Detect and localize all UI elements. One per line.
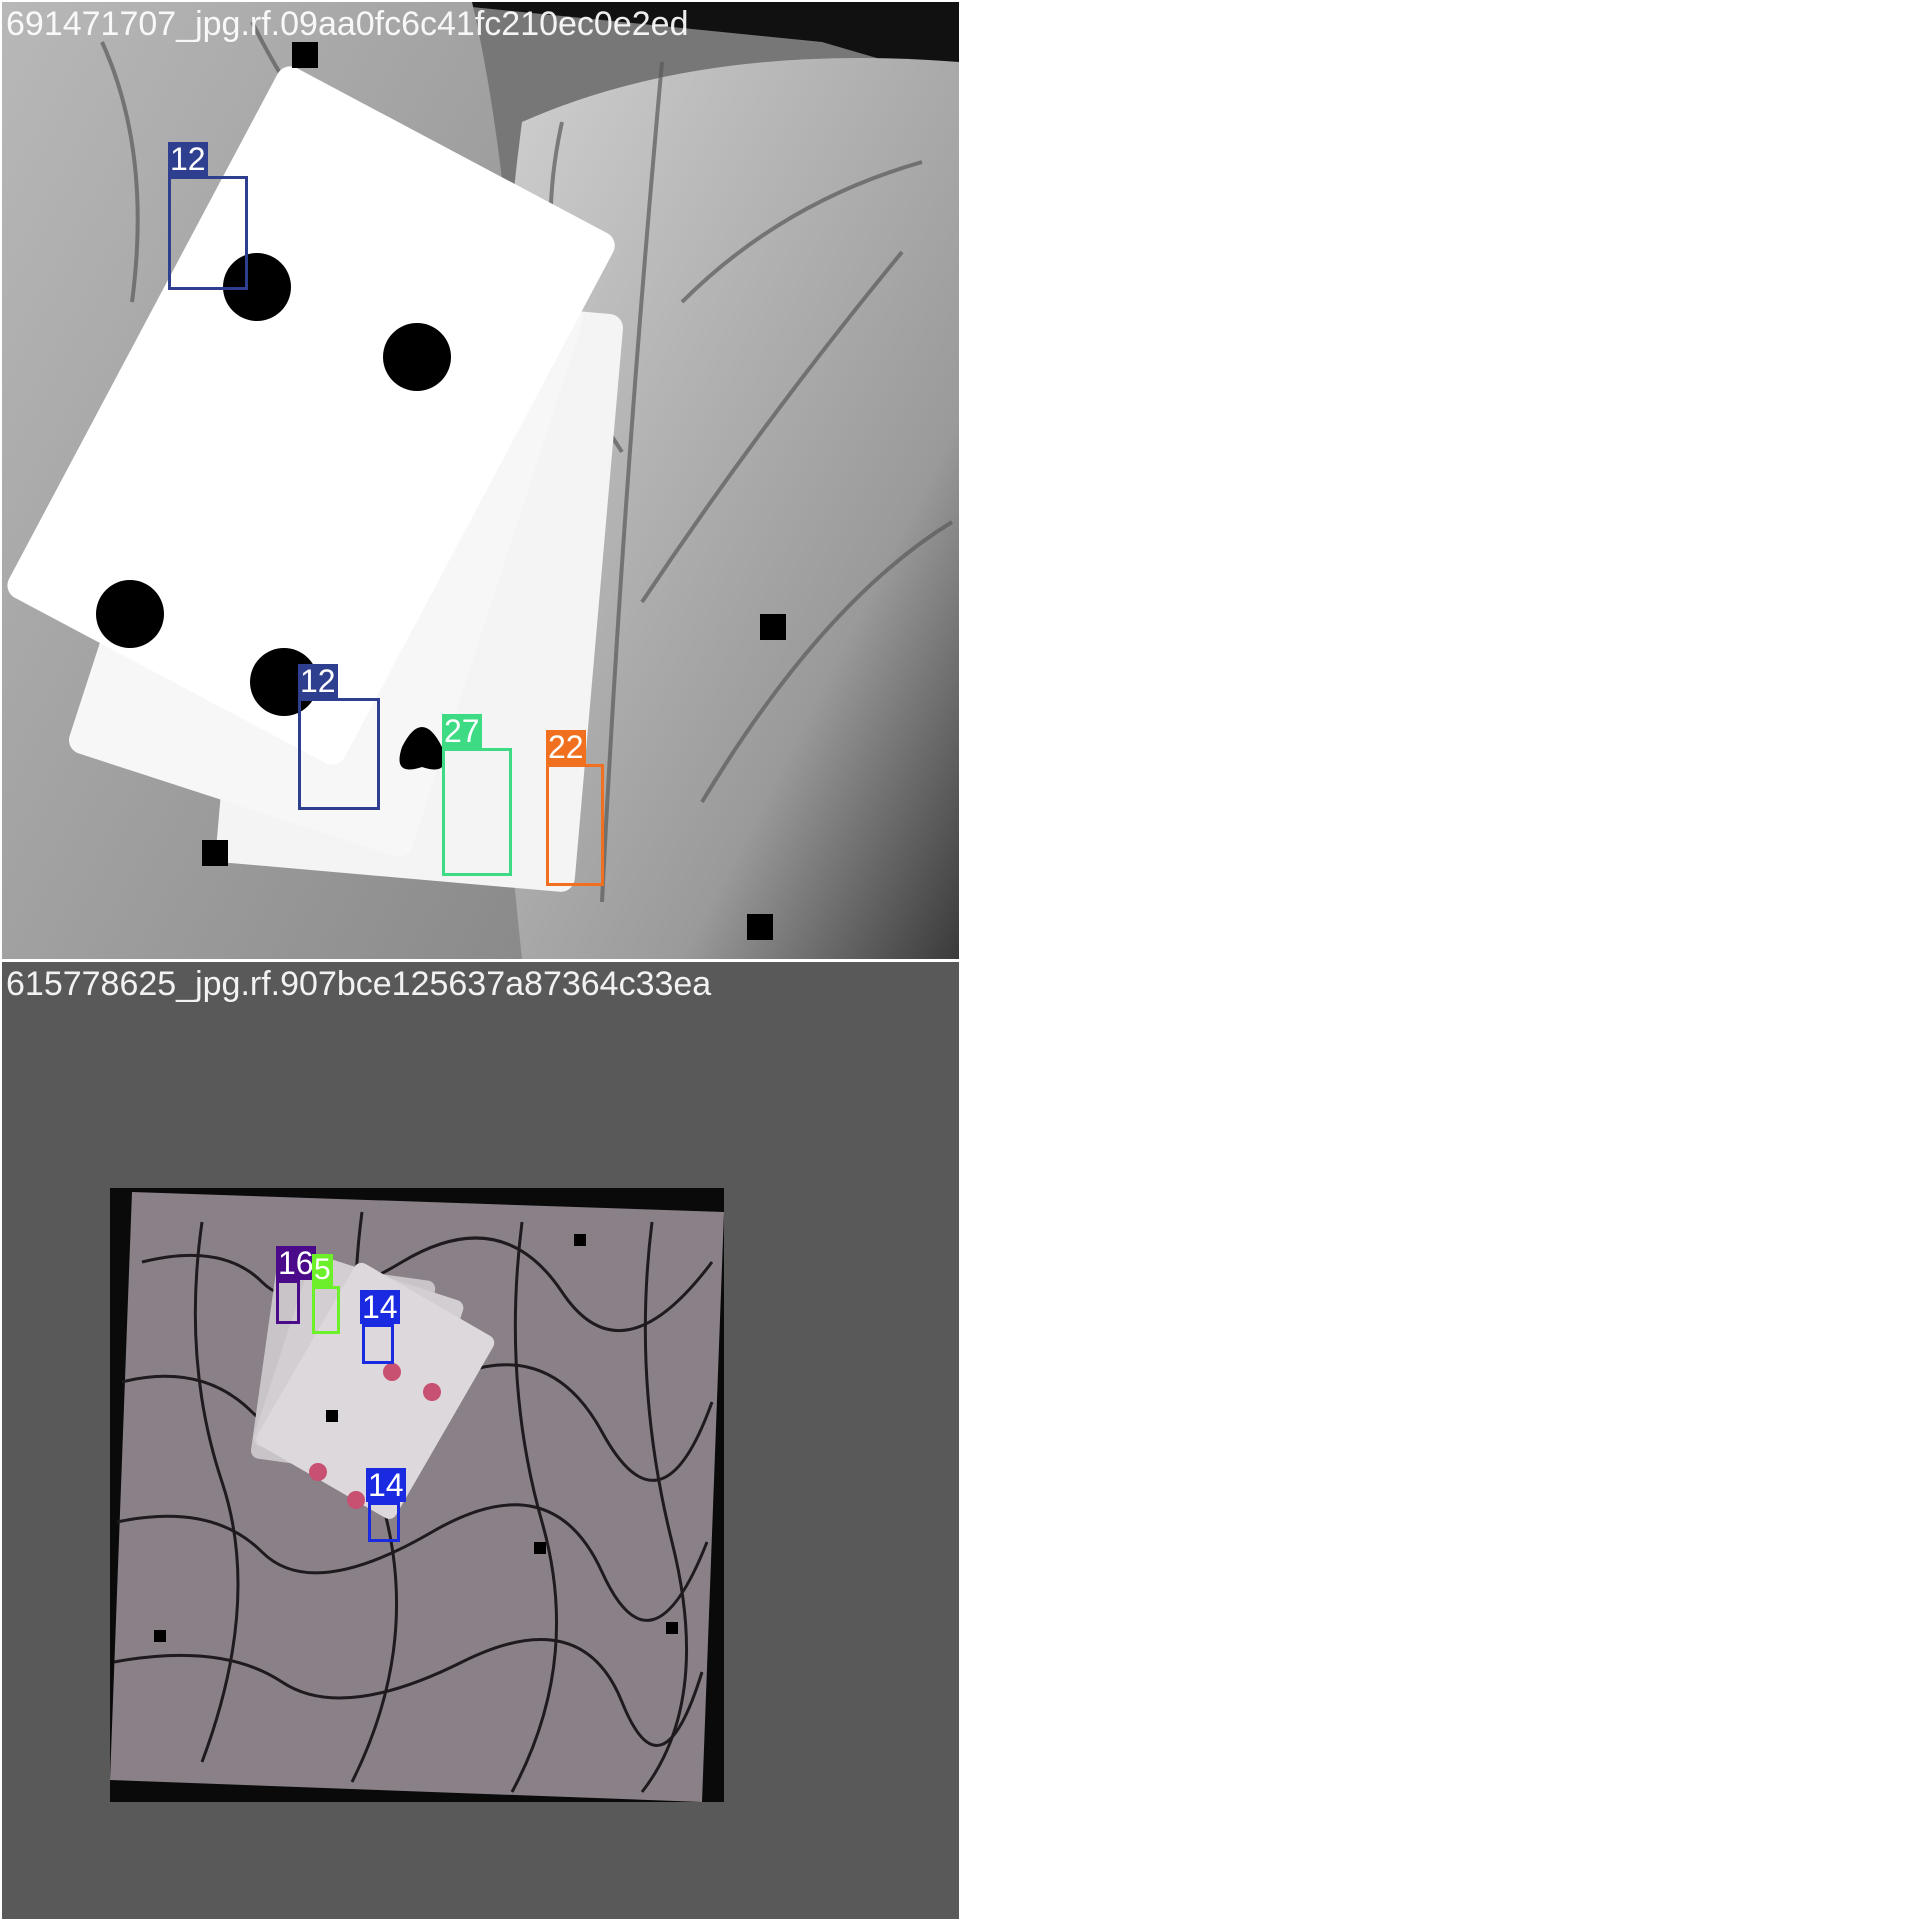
detection-box	[442, 748, 512, 876]
detection-class-label: 22	[546, 729, 586, 765]
detection-box	[546, 764, 604, 886]
image-filename: 615778625_jpg.rf.907bce125637a87364c33ea	[6, 965, 712, 1003]
detection-class-label: 14	[360, 1289, 400, 1325]
image-filename: 691471707_jpg.rf.09aa0fc6c41fc210ec0e2ed	[6, 5, 689, 43]
detection-class-label: 27	[442, 713, 482, 749]
detection-class-label: 12	[168, 141, 208, 177]
detection-box	[298, 698, 380, 810]
mosaic-tile-2: 615778625_jpg.rf.907bce125637a87364c33ea…	[2, 962, 959, 1919]
detection-box	[362, 1324, 394, 1364]
detection-class-label: 16	[276, 1245, 316, 1281]
detection-box	[312, 1286, 340, 1334]
detection-class-label: 14	[366, 1467, 406, 1503]
detection-class-label: 12	[298, 663, 338, 699]
tile-1-image	[2, 2, 959, 959]
detection-box	[276, 1280, 300, 1324]
detection-box	[168, 176, 248, 290]
mosaic-tile-1: 691471707_jpg.rf.09aa0fc6c41fc210ec0e2ed…	[2, 2, 959, 959]
detection-box	[368, 1502, 400, 1542]
tile-2-image	[110, 1188, 724, 1802]
detection-class-label: 5	[312, 1253, 333, 1286]
